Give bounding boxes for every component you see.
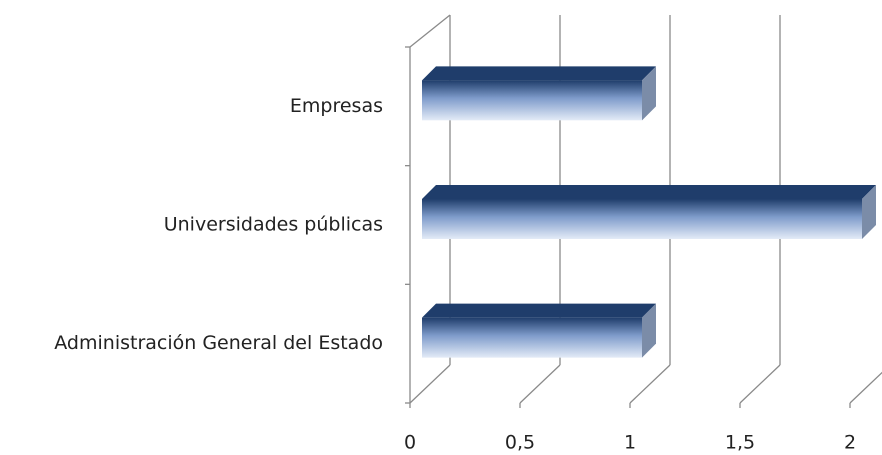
side-wall-edge bbox=[409, 14, 451, 48]
x-tick-label: 0 bbox=[404, 432, 416, 454]
x-tick-label: 1,5 bbox=[725, 432, 755, 454]
bar-top bbox=[422, 303, 656, 318]
bar-side bbox=[642, 303, 656, 358]
bar bbox=[422, 80, 642, 121]
bar bbox=[422, 317, 642, 358]
bar-top bbox=[422, 66, 656, 81]
bar-side bbox=[862, 185, 876, 239]
y-tick-label: Empresas bbox=[290, 95, 383, 117]
bar bbox=[422, 199, 862, 239]
grid-line bbox=[519, 364, 561, 404]
x-tick-label: 1 bbox=[624, 432, 636, 454]
x-tick-label: 2 bbox=[844, 432, 856, 454]
bar-side bbox=[642, 66, 656, 121]
y-tick-label: Administración General del Estado bbox=[54, 332, 383, 354]
grid-line bbox=[849, 371, 882, 404]
y-tick-label: Universidades públicas bbox=[164, 214, 383, 236]
grid-line bbox=[629, 364, 671, 404]
bar-top bbox=[422, 185, 876, 199]
x-tick-label: 0,5 bbox=[505, 432, 535, 454]
grid-line bbox=[739, 364, 781, 404]
grid-line bbox=[409, 364, 451, 404]
